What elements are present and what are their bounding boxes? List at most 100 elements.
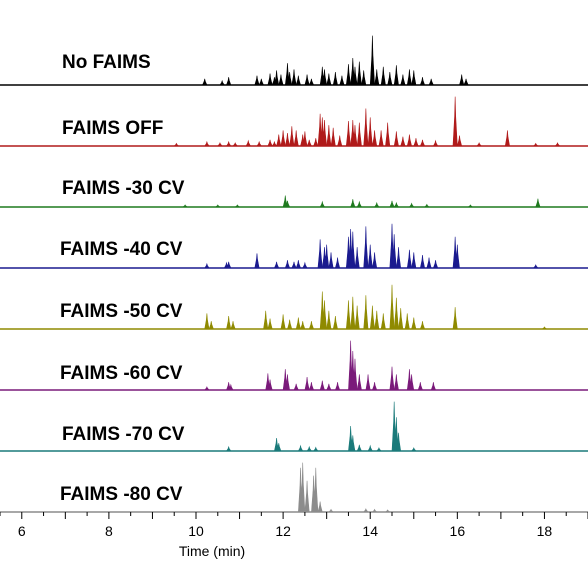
peak xyxy=(432,139,439,147)
peak xyxy=(380,66,386,86)
peak xyxy=(532,142,539,147)
peak xyxy=(387,71,393,86)
peak xyxy=(389,284,395,330)
peak xyxy=(289,126,295,147)
peak xyxy=(369,35,375,86)
peak xyxy=(411,252,417,269)
trace-7: FAIMS -70 CV xyxy=(0,401,588,452)
peak xyxy=(225,445,232,452)
peak xyxy=(393,374,399,391)
peak xyxy=(352,66,358,86)
peak xyxy=(389,366,395,391)
peak xyxy=(271,140,278,147)
peak xyxy=(300,321,306,330)
peak xyxy=(287,71,293,86)
peak xyxy=(217,142,223,147)
peak xyxy=(263,310,269,330)
peak xyxy=(376,447,382,452)
peak xyxy=(306,445,312,452)
peak xyxy=(284,374,291,391)
peak xyxy=(232,142,239,147)
peak xyxy=(234,204,241,208)
peak xyxy=(267,73,273,86)
trace-label: FAIMS -50 CV xyxy=(60,301,183,322)
peak xyxy=(321,300,327,330)
peak xyxy=(367,244,373,269)
peak xyxy=(363,108,369,147)
peak xyxy=(419,77,426,86)
peak xyxy=(204,313,210,330)
peak xyxy=(504,130,510,147)
peak xyxy=(345,300,351,330)
peak xyxy=(295,75,301,86)
trace-label: FAIMS -60 CV xyxy=(60,363,183,384)
peak xyxy=(330,127,336,147)
peak xyxy=(380,313,386,330)
peak xyxy=(354,247,360,269)
peak xyxy=(476,142,482,147)
peak xyxy=(319,380,325,391)
peak xyxy=(321,119,327,147)
peak xyxy=(321,69,328,86)
trace-2: FAIMS OFF xyxy=(0,96,588,147)
peak xyxy=(226,77,232,86)
peak xyxy=(361,70,367,86)
trace-label: FAIMS OFF xyxy=(62,118,163,139)
peak xyxy=(173,142,180,147)
peak xyxy=(384,509,391,513)
peak xyxy=(293,383,299,391)
peak xyxy=(226,261,232,269)
peak xyxy=(426,257,432,269)
peak xyxy=(385,122,391,147)
x-tick-label: 14 xyxy=(362,523,378,539)
x-tick-label: 18 xyxy=(537,523,553,539)
peak xyxy=(308,78,315,86)
peak xyxy=(280,314,286,330)
peak xyxy=(374,310,380,330)
peak xyxy=(345,121,351,147)
peak xyxy=(369,305,375,330)
peak xyxy=(410,447,417,452)
peak xyxy=(374,201,380,208)
peak xyxy=(328,508,334,513)
peak xyxy=(278,74,284,86)
peak xyxy=(350,231,356,269)
peak xyxy=(467,204,474,208)
peak xyxy=(363,508,369,513)
trace-label: FAIMS -30 CV xyxy=(62,178,185,199)
peak xyxy=(304,376,310,391)
peak xyxy=(352,125,358,147)
peak xyxy=(295,317,301,330)
peak xyxy=(332,315,338,330)
peak xyxy=(334,257,341,269)
peak xyxy=(350,199,356,208)
peak xyxy=(463,78,469,86)
peak xyxy=(400,74,406,86)
peak xyxy=(398,308,404,330)
peak xyxy=(393,65,399,86)
peak xyxy=(204,262,210,269)
peak xyxy=(452,307,458,330)
trace-label: No FAIMS xyxy=(62,52,151,73)
peak xyxy=(396,247,402,269)
peak xyxy=(356,200,363,208)
peak xyxy=(393,297,399,330)
peak xyxy=(430,382,436,391)
peak xyxy=(319,200,325,208)
peak xyxy=(367,444,373,452)
peak xyxy=(432,260,439,269)
peak xyxy=(356,374,362,391)
peak xyxy=(454,244,460,269)
peak xyxy=(308,382,315,391)
peak xyxy=(302,131,308,147)
trace-label: FAIMS -40 CV xyxy=(60,239,183,260)
peak xyxy=(408,202,415,208)
peak xyxy=(326,125,332,147)
peak xyxy=(389,200,395,208)
peak xyxy=(396,432,402,452)
peak xyxy=(291,69,297,86)
peak xyxy=(313,138,319,147)
peak xyxy=(411,70,417,86)
x-tick-label: 16 xyxy=(450,523,466,539)
